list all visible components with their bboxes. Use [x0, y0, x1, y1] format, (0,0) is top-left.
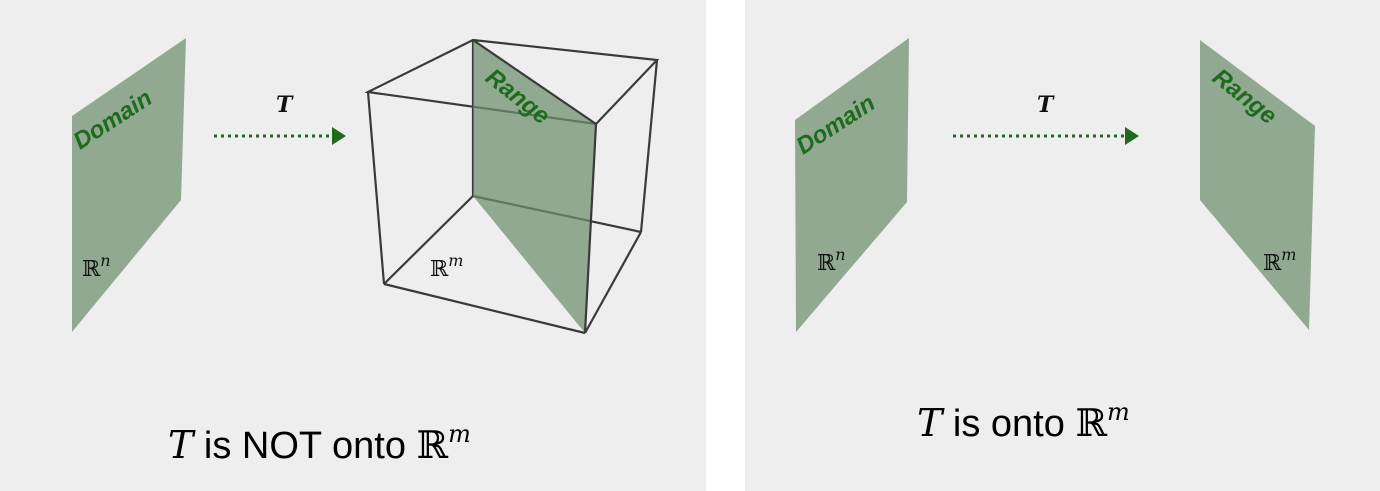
caption-space-exponent: m [448, 420, 471, 448]
map-label: T [1037, 92, 1055, 118]
left-diagram: Domain ℝn T Range ℝm [69, 38, 660, 335]
range-plane [1200, 40, 1315, 330]
domain-plane [72, 38, 186, 332]
caption-space-exponent: m [1107, 398, 1130, 426]
map-label: T [276, 92, 294, 118]
codomain-space-label: ℝm [430, 251, 463, 282]
right-panel-onto: Domain ℝn T Range ℝm T is onto ℝm [745, 0, 1380, 491]
mapping-arrow [953, 127, 1139, 145]
caption-variable: T [917, 401, 943, 445]
mapping-arrow [214, 127, 346, 145]
domain-space-label: ℝn [817, 245, 846, 276]
caption-variable: T [168, 423, 194, 467]
range-plane [473, 40, 596, 333]
right-diagram: Domain ℝn T Range ℝm [792, 38, 1315, 332]
domain-plane [795, 38, 909, 332]
caption-text: is onto [942, 403, 1076, 445]
caption-space-symbol: ℝ [1075, 401, 1108, 445]
left-caption: T is NOT onto ℝm [168, 420, 471, 468]
left-panel-not-onto: Domain ℝn T Range ℝm T is NOT onto ℝm [0, 0, 706, 491]
caption-text: is NOT onto [193, 425, 417, 467]
domain-space-label: ℝn [82, 251, 111, 282]
codomain-space-label: ℝm [1263, 245, 1296, 276]
caption-space-symbol: ℝ [416, 423, 449, 467]
right-caption: T is onto ℝm [917, 398, 1130, 446]
